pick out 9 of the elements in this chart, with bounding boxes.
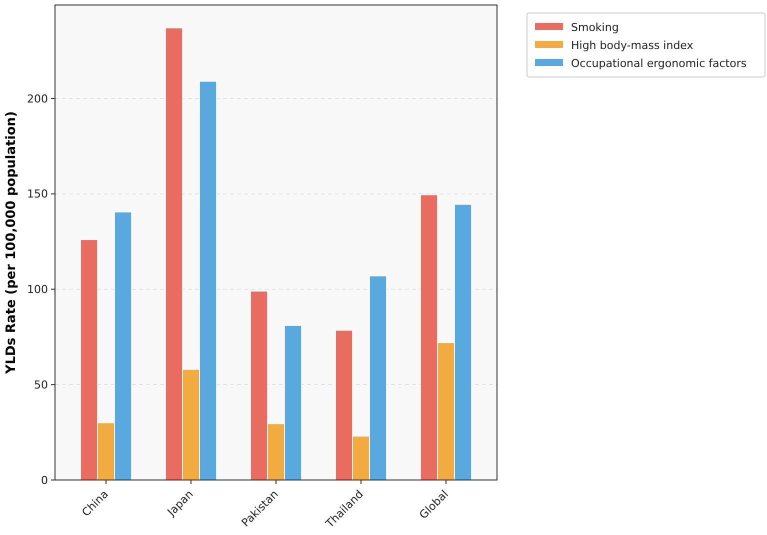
y-tick-label: 200 (27, 92, 48, 106)
legend-label: High body-mass index (571, 38, 694, 52)
y-axis-title: YLDs Rate (per 100,000 population) (4, 111, 19, 375)
y-tick-label: 150 (27, 188, 48, 201)
y-tick-label: 50 (34, 378, 48, 392)
legend-label: Smoking (571, 20, 619, 34)
y-tick-label: 100 (27, 283, 48, 296)
legend-label: Occupational ergonomic factors (571, 56, 747, 70)
y-tick-label: 0 (41, 474, 48, 487)
